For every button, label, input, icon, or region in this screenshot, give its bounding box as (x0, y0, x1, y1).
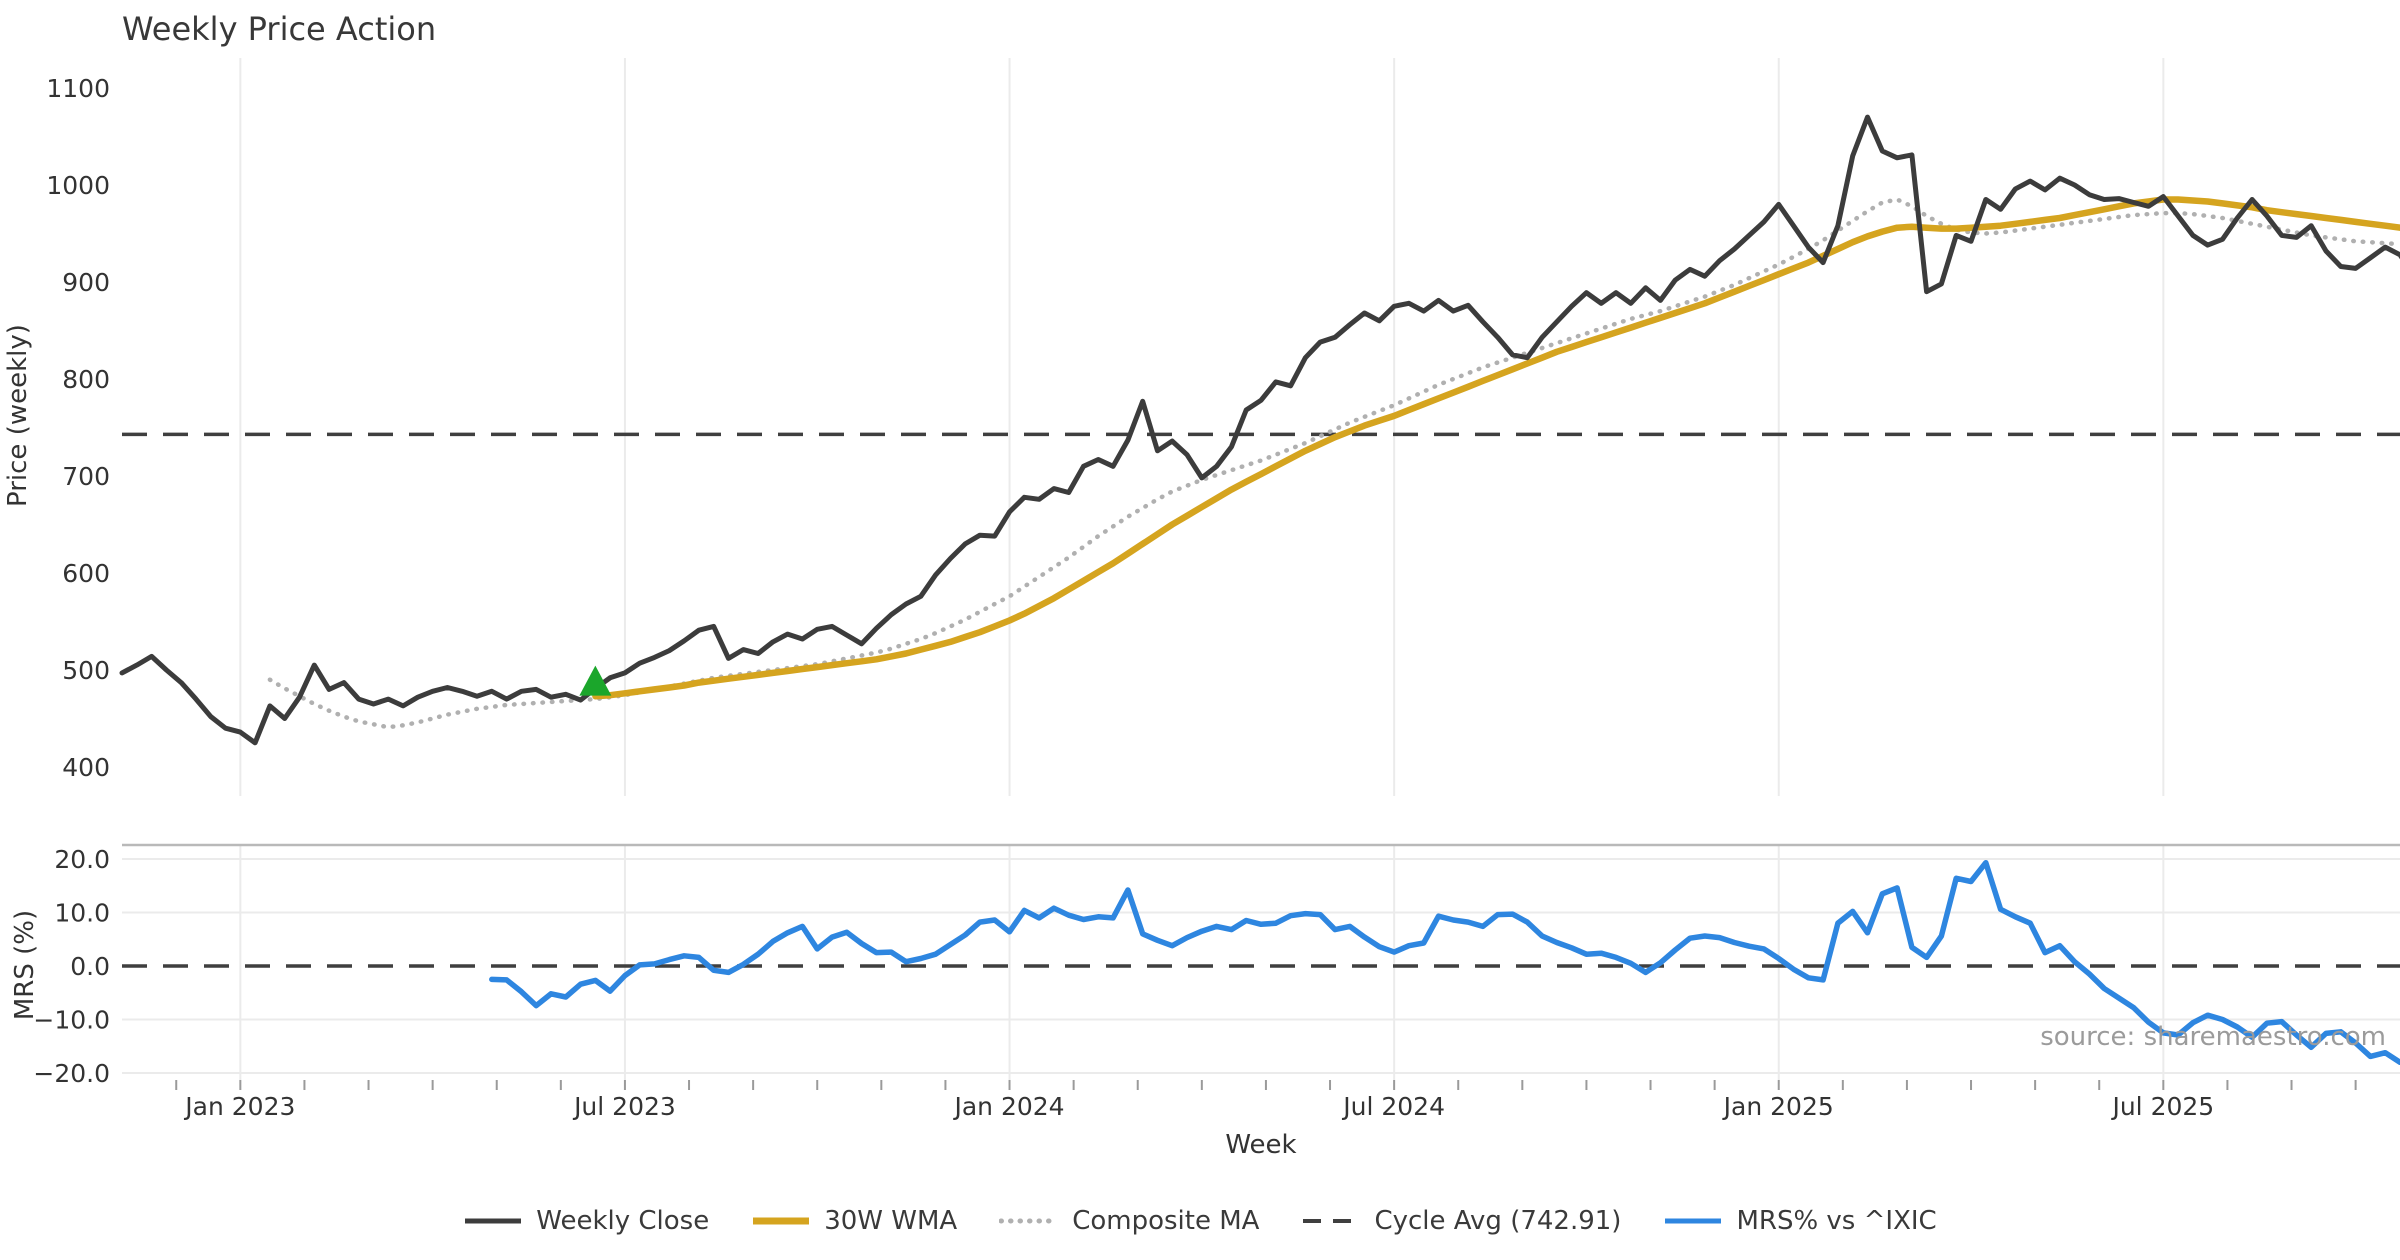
x-tick-label: Jul 2024 (1341, 1092, 1445, 1121)
mrs-ytick-label: −10.0 (33, 1006, 110, 1035)
mrs-ytick-label: 10.0 (54, 899, 110, 928)
legend-label: Cycle Avg (742.91) (1374, 1206, 1622, 1236)
x-tick-label: Jan 2024 (952, 1092, 1064, 1121)
mrs-ytick-label: 0.0 (70, 952, 110, 981)
buy-signal-triangle-icon (579, 665, 612, 696)
mrs-ytick-label: −20.0 (33, 1059, 110, 1088)
page-title: Weekly Price Action (122, 10, 437, 48)
price-ytick-label: 1100 (46, 74, 110, 103)
price-ytick-label: 700 (62, 462, 110, 491)
source-attribution: source: sharemaestro.com (2040, 1022, 2386, 1052)
legend: Weekly Close 30W WMA Composite MA Cycle Avg… (0, 1206, 2400, 1236)
legend-swatch-line-icon (753, 1217, 810, 1225)
composite-ma-line (267, 197, 2400, 730)
price-ytick-label: 900 (62, 268, 110, 297)
legend-swatch-dashed-icon (1303, 1219, 1360, 1223)
mrs-line (489, 859, 2400, 1066)
x-tick-label: Jul 2025 (2110, 1092, 2214, 1121)
legend-label: 30W WMA (824, 1206, 958, 1236)
x-tick-label: Jul 2023 (572, 1092, 676, 1121)
price-ytick-label: 800 (62, 365, 110, 394)
legend-label: MRS% vs ^IXIC (1736, 1206, 1937, 1236)
x-tick-label: Jan 2023 (183, 1092, 295, 1121)
legend-swatch-dotted-icon (999, 1218, 1060, 1224)
wma-30w-line (592, 196, 2400, 700)
x-axis-label: Week (1225, 1130, 1297, 1160)
legend-label: Weekly Close (536, 1206, 710, 1236)
mrs-ytick-label: 20.0 (54, 845, 110, 874)
price-ytick-label: 600 (62, 559, 110, 588)
price-ytick-label: 500 (62, 656, 110, 685)
price-ytick-label: 400 (62, 753, 110, 782)
legend-item: Cycle Avg (742.91) (1301, 1206, 1621, 1236)
weekly-close-line (119, 114, 2400, 746)
price-axis-label: Price (weekly) (3, 324, 33, 507)
x-tick-label: Jan 2025 (1722, 1092, 1834, 1121)
mrs-axis-label: MRS (%) (10, 909, 40, 1021)
legend-item: 30W WMA (751, 1206, 957, 1236)
legend-label: Composite MA (1072, 1206, 1260, 1236)
legend-swatch-line-icon (1665, 1218, 1722, 1224)
price-ytick-label: 1000 (46, 171, 110, 200)
legend-item: MRS% vs ^IXIC (1663, 1206, 1937, 1236)
legend-item: Composite MA (999, 1206, 1259, 1236)
legend-item: Weekly Close (463, 1206, 709, 1236)
legend-swatch-line-icon (465, 1218, 522, 1224)
